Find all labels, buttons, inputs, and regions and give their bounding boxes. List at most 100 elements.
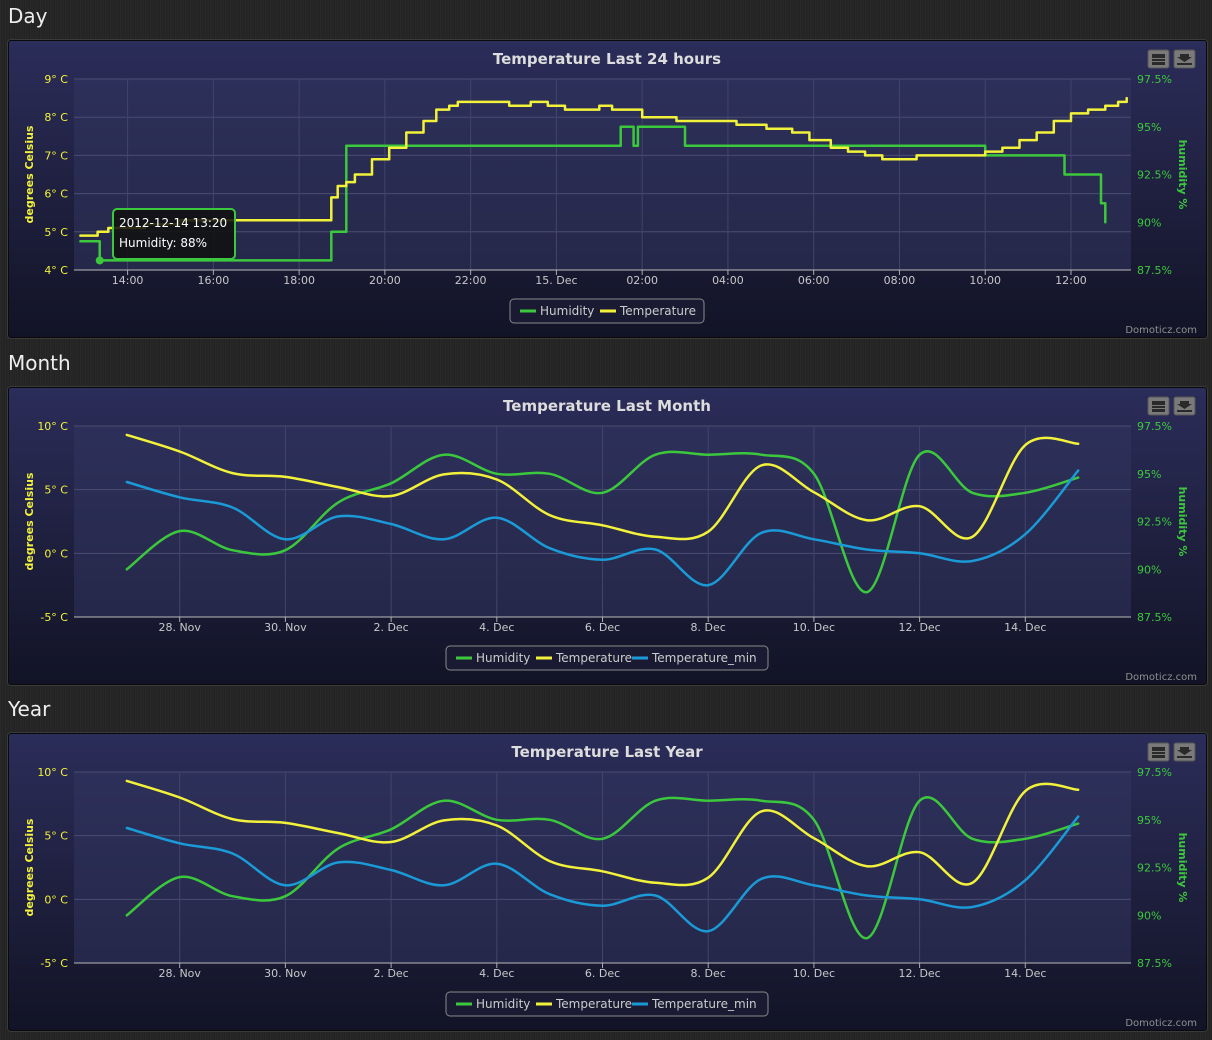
section-heading-month: Month [8,351,71,375]
x-tick-label: 18:00 [283,274,315,287]
chart-panel-month: Temperature Last Month -5° C 0° C 5° C 10° C… [8,387,1207,685]
x-tick-label: 30. Nov [264,621,307,634]
y-tick-label-left: 4° C [44,264,68,277]
print-icon-top [1152,54,1165,58]
x-tick-label: 30. Nov [264,967,307,980]
legend-label: Humidity [476,997,530,1011]
series-line-temperature-min [125,815,1080,933]
chart-title: Temperature Last Year [511,743,703,761]
y-tick-label-left: 5° C [44,830,68,843]
y-tick-label-right: 92.5% [1137,516,1172,529]
legend-box [445,991,769,1017]
x-tick-label: 10. Dec [793,967,835,980]
y-tick-label-left: 10° C [37,420,68,433]
print-button[interactable] [1147,742,1170,762]
print-button[interactable] [1147,49,1170,69]
y-tick-label-right: 87.5% [1137,957,1172,970]
legend: Humidity Temperature Temperature_min [445,991,769,1017]
x-tick-label: 14. Dec [1004,967,1046,980]
legend-label: Humidity [476,651,530,665]
legend-item-temperature[interactable]: Temperature [600,304,696,318]
chart-panel-year: Temperature Last Year -5° C 0° C 5° C 10° C 8… [8,733,1207,1031]
x-tick-label: 6. Dec [585,621,620,634]
legend-label: Temperature_min [651,997,757,1011]
export-button[interactable] [1173,49,1196,69]
print-icon-bottom [1152,755,1165,758]
tooltip-value: Humidity: 88% [119,236,207,250]
series-line-temperature [125,433,1080,541]
day-chart: Temperature Last 24 hours 4° C 5° C 6° C 7° … [23,49,1197,336]
y-tick-label-right: 95% [1137,121,1161,134]
legend-item-humidity[interactable]: Humidity [520,304,594,318]
x-tick-label: 15. Dec [535,274,577,287]
download-icon [1177,401,1192,412]
y-tick-label-left: -5° C [40,957,68,970]
legend-item-temperature[interactable]: Temperature [536,997,632,1011]
x-tick-label: 2. Dec [373,621,408,634]
export-button[interactable] [1173,742,1196,762]
y-tick-label-right: 95% [1137,814,1161,827]
y-tick-label-right: 97.5% [1137,420,1172,433]
x-tick-label: 12:00 [1055,274,1087,287]
x-tick-label: 06:00 [798,274,830,287]
print-icon-mid [1152,752,1165,754]
x-tick-label: 4. Dec [479,621,514,634]
y-tick-label-left: 7° C [44,149,68,162]
y-axis-title-right: humidity % [1176,833,1189,903]
tooltip-box [112,208,236,260]
section-heading-year: Year [8,697,51,721]
series-line-humidity [125,796,1080,940]
x-tick-label: 22:00 [455,274,487,287]
x-tick-label: 08:00 [884,274,916,287]
y-tick-label-right: 92.5% [1137,862,1172,875]
legend: Humidity Temperature Temperature_min [445,645,769,671]
legend-item-temperature-min[interactable]: Temperature_min [632,997,757,1011]
chart-title: Temperature Last Month [503,397,711,415]
print-icon [1152,401,1165,412]
tooltip-point-marker [95,256,104,265]
x-tick-label: 6. Dec [585,967,620,980]
legend-label: Temperature [619,304,696,318]
year-chart: Temperature Last Year -5° C 0° C 5° C 10° C 8… [23,742,1197,1029]
x-tick-label: 16:00 [198,274,230,287]
legend-item-humidity[interactable]: Humidity [456,651,530,665]
x-tick-label: 14:00 [112,274,144,287]
legend-label: Temperature [555,997,632,1011]
y-tick-label-left: 0° C [44,893,68,906]
legend-item-humidity[interactable]: Humidity [456,997,530,1011]
y-tick-label-right: 87.5% [1137,611,1172,624]
x-tick-label: 28. Nov [158,967,201,980]
series-line-temperature-min [125,469,1080,587]
y-tick-label-right: 90% [1137,216,1161,229]
print-icon [1152,54,1165,65]
print-icon-top [1152,747,1165,751]
legend: Humidity Temperature [509,298,705,324]
print-button[interactable] [1147,396,1170,416]
y-tick-label-left: 9° C [44,73,68,86]
download-icon-arrow [1177,747,1192,755]
y-axis-title-right: humidity % [1176,487,1189,557]
y-tick-label-left: 6° C [44,188,68,201]
legend-item-temperature-min[interactable]: Temperature_min [632,651,757,665]
x-tick-label: 10. Dec [793,621,835,634]
x-tick-label: 4. Dec [479,967,514,980]
legend-label: Temperature_min [651,651,757,665]
y-tick-label-left: 0° C [44,547,68,560]
download-icon-base [1177,756,1192,758]
series-line-temperature [79,96,1128,237]
tooltip-time: 2012-12-14 13:20 [119,216,227,230]
y-tick-label-left: -5° C [40,611,68,624]
y-tick-label-right: 90% [1137,909,1161,922]
credit-text: Domoticz.com [1125,325,1197,336]
print-icon-top [1152,401,1165,405]
credit-text: Domoticz.com [1125,1018,1197,1029]
x-tick-label: 8. Dec [691,621,726,634]
legend-item-temperature[interactable]: Temperature [536,651,632,665]
x-tick-label: 12. Dec [898,967,940,980]
print-icon-bottom [1152,62,1165,65]
series-line-temperature [125,779,1080,887]
y-tick-label-left: 5° C [44,484,68,497]
export-button[interactable] [1173,396,1196,416]
x-tick-label: 04:00 [712,274,744,287]
x-tick-label: 12. Dec [898,621,940,634]
